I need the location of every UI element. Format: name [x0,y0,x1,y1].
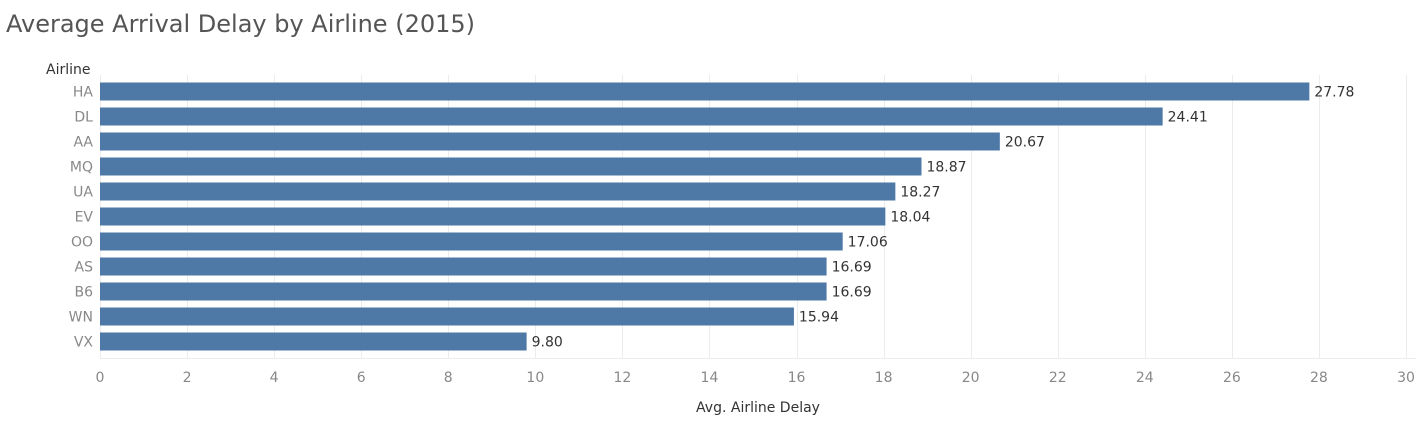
chart-title: Average Arrival Delay by Airline (2015) [6,10,476,38]
bar-dl [100,107,1163,126]
category-label: DL [74,110,93,126]
category-label: B6 [74,285,93,301]
value-label: 18.27 [900,185,940,201]
category-label: WN [69,310,93,326]
category-header: Airline [46,62,91,78]
x-tick-label: 26 [1223,370,1241,386]
x-tick-label: 2 [183,370,192,386]
category-label: VX [74,335,94,351]
bar-aa [100,132,1000,151]
x-tick-label: 18 [875,370,893,386]
value-label: 16.69 [832,260,872,276]
x-tick-label: 12 [613,370,631,386]
category-label: AA [73,135,93,151]
bar-ha [100,82,1310,101]
category-label: EV [75,210,94,226]
category-labels: HA DL AA MQ UA EV OO AS B6 WN VX [69,85,94,351]
value-label: 18.04 [890,210,930,226]
x-tick-label: 28 [1310,370,1328,386]
category-label: UA [73,185,93,201]
value-label: 16.69 [832,285,872,301]
bar-b6 [100,282,827,301]
bar-vx [100,332,527,351]
x-tick-label: 16 [788,370,806,386]
x-tick-label: 4 [270,370,279,386]
bar-ev [100,207,886,226]
x-tick-label: 6 [357,370,366,386]
category-label: MQ [70,160,93,176]
value-label: 9.80 [532,335,563,351]
x-tick-label: 14 [701,370,719,386]
category-label: HA [73,85,94,101]
bar-mq [100,157,922,176]
value-label: 24.41 [1168,110,1208,126]
x-tick-label: 0 [96,370,105,386]
value-label: 27.78 [1314,85,1354,101]
x-axis-ticks: 0 2 4 6 8 10 12 14 16 18 20 22 24 26 28 30 [96,370,1415,386]
x-axis-label: Avg. Airline Delay [696,400,820,416]
x-tick-label: 20 [962,370,980,386]
bars [100,82,1310,351]
category-label: AS [75,260,94,276]
value-label: 17.06 [848,235,888,251]
x-tick-label: 22 [1049,370,1067,386]
value-label: 20.67 [1005,135,1045,151]
bar-wn [100,307,794,326]
value-label: 15.94 [799,310,839,326]
bar-ua [100,182,896,201]
bar-as [100,257,827,276]
category-label: OO [71,235,93,251]
x-tick-label: 30 [1397,370,1415,386]
value-label: 18.87 [926,160,966,176]
bar-oo [100,232,843,251]
x-tick-label: 8 [444,370,453,386]
x-tick-label: 24 [1136,370,1154,386]
x-tick-label: 10 [526,370,544,386]
